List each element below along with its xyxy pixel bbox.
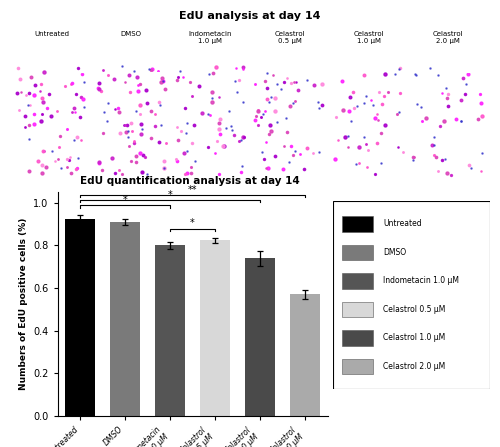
Bar xyxy=(342,359,374,374)
Bar xyxy=(290,295,320,416)
Text: *: * xyxy=(190,218,195,228)
Text: Indometacin
1.0 μM: Indometacin 1.0 μM xyxy=(188,31,232,44)
Bar xyxy=(342,302,374,317)
Text: DMSO: DMSO xyxy=(121,31,142,37)
Bar xyxy=(342,330,374,346)
Bar xyxy=(110,222,140,416)
Text: Celastrol
0.5 μM: Celastrol 0.5 μM xyxy=(274,31,305,44)
Bar xyxy=(66,219,94,416)
Text: DMSO: DMSO xyxy=(383,248,406,257)
Text: Celastrol 1.0 μM: Celastrol 1.0 μM xyxy=(383,333,445,342)
Bar xyxy=(342,216,374,232)
Text: Indometacin 1.0 μM: Indometacin 1.0 μM xyxy=(383,276,459,285)
Bar xyxy=(200,240,230,416)
Bar xyxy=(156,245,184,416)
Text: Untreated: Untreated xyxy=(34,31,70,37)
Bar xyxy=(342,245,374,260)
Text: EdU quantification analysis at day 14: EdU quantification analysis at day 14 xyxy=(80,176,300,186)
Text: Celastrol 2.0 μM: Celastrol 2.0 μM xyxy=(383,362,445,371)
Text: *: * xyxy=(122,195,128,205)
Bar xyxy=(342,273,374,289)
Text: Untreated: Untreated xyxy=(383,219,422,228)
Text: **: ** xyxy=(188,185,197,194)
Text: Celastrol 0.5 μM: Celastrol 0.5 μM xyxy=(383,305,446,314)
Text: *: * xyxy=(168,190,172,200)
Bar xyxy=(246,258,274,416)
Text: EdU analysis at day 14: EdU analysis at day 14 xyxy=(179,11,321,21)
Y-axis label: Numbers of EdU positive cells (%): Numbers of EdU positive cells (%) xyxy=(18,218,28,390)
Text: Celastrol
1.0 μM: Celastrol 1.0 μM xyxy=(354,31,384,44)
Text: Celastrol
2.0 μM: Celastrol 2.0 μM xyxy=(432,31,463,44)
